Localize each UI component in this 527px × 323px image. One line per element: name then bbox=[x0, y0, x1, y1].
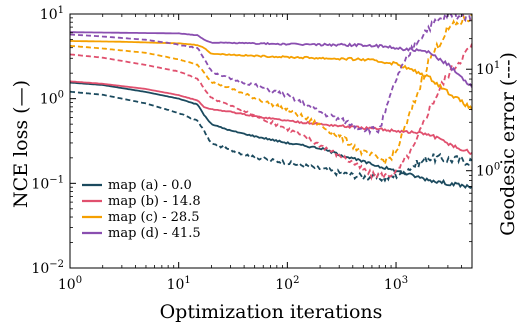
y-left-tick-label: 100 bbox=[40, 90, 64, 108]
series-2 bbox=[70, 43, 472, 181]
x-tick-label: 102 bbox=[275, 275, 299, 293]
y-right-tick-label: 101 bbox=[476, 60, 500, 78]
geodesic-error-line bbox=[70, 90, 472, 183]
legend-label: map (a) - 0.0 bbox=[108, 178, 192, 193]
geodesic-error-line bbox=[70, 43, 472, 181]
y-left-axis-label: NCE loss (—) bbox=[10, 80, 32, 208]
nce-loss-line bbox=[70, 80, 472, 156]
y-left-tick-label: 101 bbox=[40, 5, 64, 23]
nce-loss-line bbox=[70, 81, 472, 190]
y-right-tick-label: 100 bbox=[476, 162, 500, 180]
x-tick-label: 101 bbox=[167, 275, 191, 293]
nce-loss-line bbox=[70, 31, 472, 88]
y-left-tick-label: 10−1 bbox=[31, 174, 64, 192]
series-3 bbox=[70, 14, 472, 168]
legend-label: map (b) - 14.8 bbox=[108, 194, 201, 209]
axis-titles: Optimization iterations NCE loss (—) Geo… bbox=[10, 52, 519, 323]
series-4 bbox=[70, 14, 472, 136]
y-right-axis-label: Geodesic error (---) bbox=[497, 52, 519, 236]
nce-loss-line bbox=[70, 40, 472, 111]
plot-area bbox=[70, 14, 472, 190]
x-tick-label: 103 bbox=[384, 275, 408, 293]
x-axis-label: Optimization iterations bbox=[160, 301, 383, 323]
geodesic-error-line bbox=[70, 14, 472, 136]
geodesic-error-line bbox=[70, 14, 472, 168]
legend-label: map (c) - 28.5 bbox=[108, 210, 200, 225]
y-left-tick-label: 10−2 bbox=[31, 259, 64, 277]
x-tick-label: 100 bbox=[58, 275, 82, 293]
plot-frame bbox=[69, 13, 473, 269]
series-1 bbox=[70, 81, 472, 190]
legend-label: map (d) - 41.5 bbox=[108, 226, 201, 241]
